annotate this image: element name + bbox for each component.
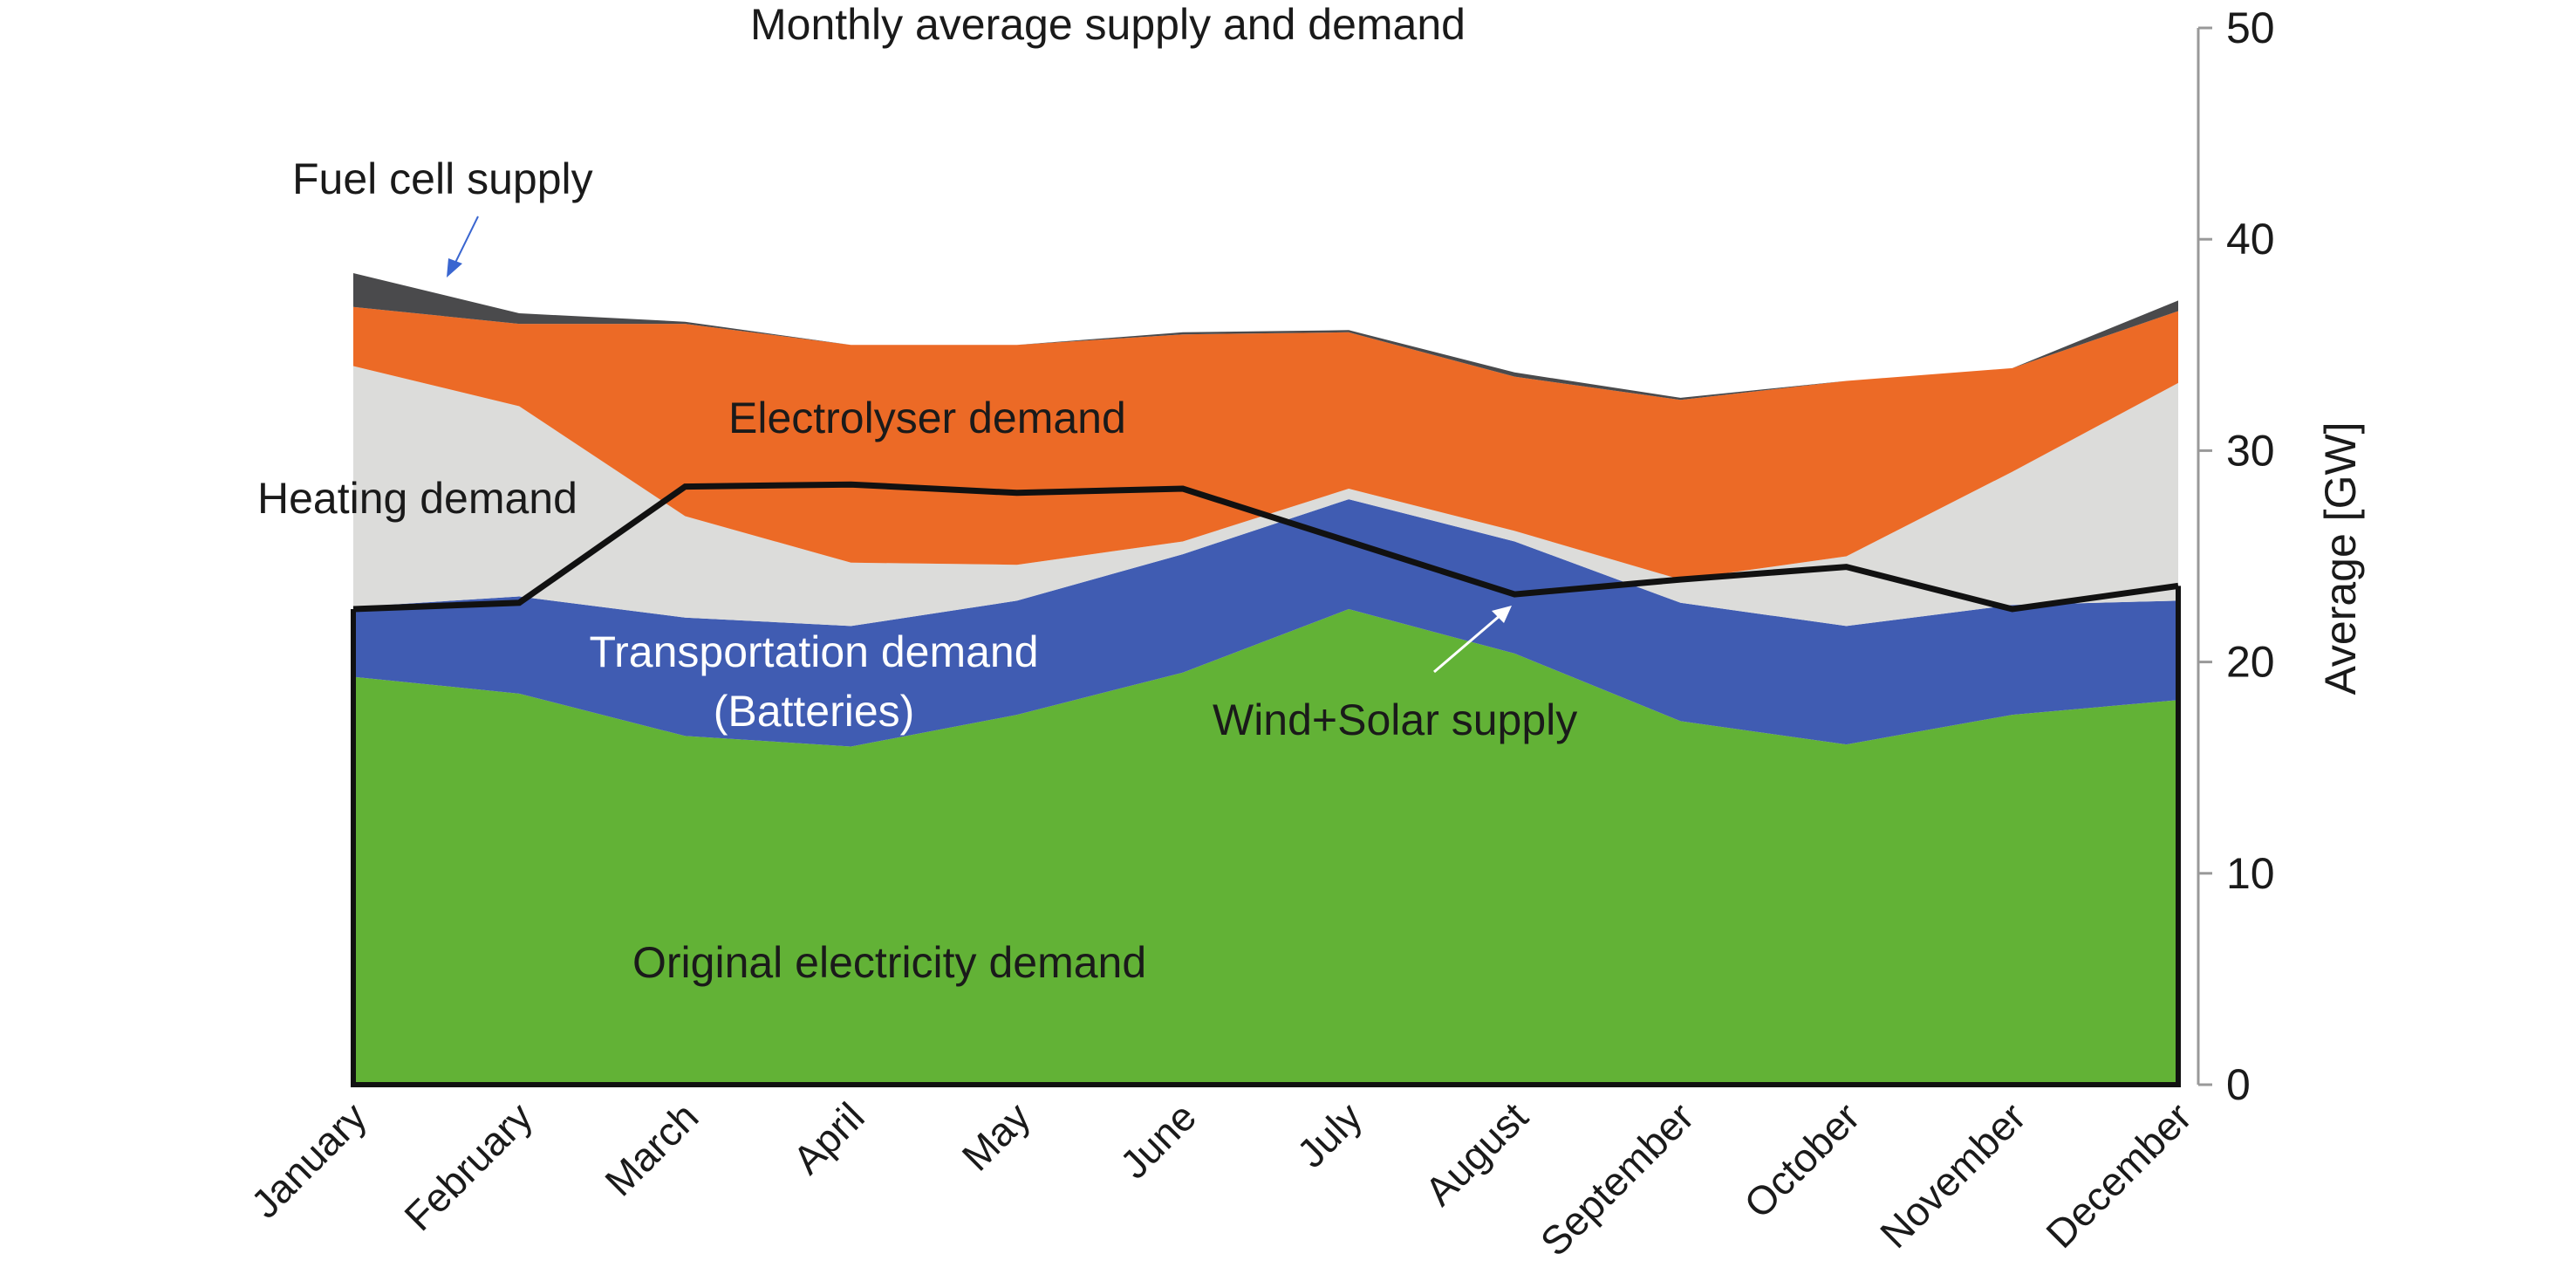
- y-tick-label: 50: [2226, 3, 2275, 52]
- plot-frame: [351, 586, 2181, 1087]
- x-tick-label: September: [1532, 1093, 1703, 1264]
- x-tick-label: July: [1288, 1093, 1371, 1176]
- x-tick-label: November: [1871, 1093, 2034, 1257]
- annotation-original-electricity-demand: Original electricity demand: [632, 938, 1146, 987]
- y-tick-label: 20: [2226, 638, 2275, 687]
- annotation-electrolyser-demand: Electrolyser demand: [728, 394, 1126, 442]
- y-tick-label: 40: [2226, 215, 2275, 264]
- y-tick-label: 0: [2226, 1060, 2251, 1109]
- annotation-fuel-cell-supply: Fuel cell supply: [292, 154, 593, 203]
- x-tick-label: May: [953, 1093, 1039, 1179]
- line-wind-solar-supply: [352, 481, 2179, 613]
- y-axis-label: Average [GW]: [2316, 421, 2365, 695]
- annotation-heating-demand: Heating demand: [257, 474, 577, 523]
- x-tick-label: August: [1416, 1093, 1536, 1214]
- annotation-batteries: (Batteries): [714, 687, 915, 736]
- x-tick-label: February: [395, 1093, 541, 1239]
- annotation-wind-solar-supply: Wind+Solar supply: [1213, 695, 1577, 744]
- area-layers: [353, 273, 2178, 1085]
- line-layer: [351, 481, 2181, 1087]
- x-tick-label: January: [243, 1093, 375, 1226]
- chart-title: Monthly average supply and demand: [750, 0, 1466, 49]
- area-transportation-demand-batteries: [353, 499, 2178, 747]
- x-tick-label: June: [1111, 1093, 1205, 1187]
- x-axis: January February March April May June July Augu…: [243, 1093, 2200, 1264]
- x-tick-label: October: [1735, 1093, 1868, 1226]
- y-tick-label: 10: [2226, 849, 2275, 898]
- x-tick-label: March: [596, 1093, 707, 1204]
- x-tick-label: April: [784, 1093, 873, 1182]
- y-axis: 0 10 20 30 40 50: [2197, 3, 2275, 1109]
- x-tick-label: December: [2037, 1093, 2200, 1257]
- annotation-transportation-demand: Transportation demand: [589, 627, 1038, 676]
- area-electrolyser-demand: [353, 306, 2178, 580]
- wind-solar-arrow-icon: [1433, 606, 1512, 674]
- area-original-electricity-demand: [353, 609, 2178, 1085]
- fuel-cell-arrow-icon: [447, 216, 479, 277]
- y-tick-label: 30: [2226, 426, 2275, 475]
- area-heating-demand: [353, 366, 2178, 627]
